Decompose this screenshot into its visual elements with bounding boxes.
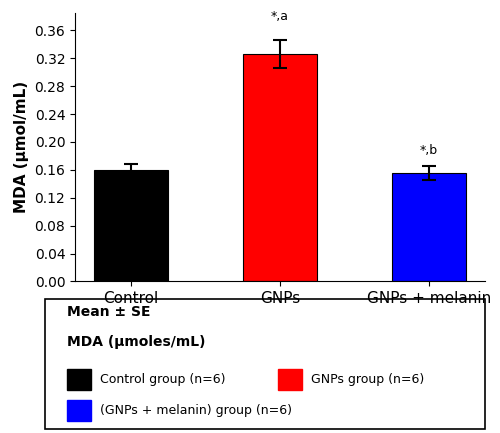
Text: *,a: *,a: [271, 10, 289, 23]
Text: Control group (n=6): Control group (n=6): [100, 373, 226, 386]
Bar: [278, 369, 302, 390]
Bar: [392, 173, 466, 281]
Y-axis label: MDA (μmol/mL): MDA (μmol/mL): [14, 81, 29, 213]
Bar: [94, 170, 168, 281]
Text: *,b: *,b: [420, 144, 438, 157]
Bar: [67, 369, 91, 390]
Text: GNPs group (n=6): GNPs group (n=6): [311, 373, 424, 386]
Text: (GNPs + melanin) group (n=6): (GNPs + melanin) group (n=6): [100, 404, 292, 417]
Bar: [67, 400, 91, 421]
Bar: [242, 54, 318, 281]
Text: Mean ± SE: Mean ± SE: [67, 305, 150, 319]
Text: MDA (μmoles/mL): MDA (μmoles/mL): [67, 335, 205, 349]
